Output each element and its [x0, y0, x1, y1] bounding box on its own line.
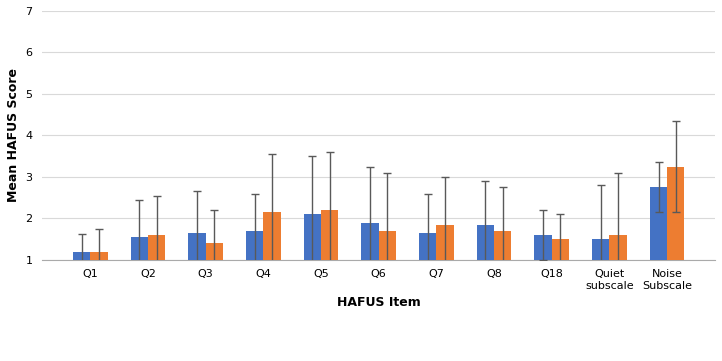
Bar	[436, 225, 453, 260]
Y-axis label: Mean HAFUS Score: Mean HAFUS Score	[7, 69, 20, 203]
Bar	[609, 235, 627, 260]
Bar	[650, 187, 667, 260]
Bar	[206, 243, 223, 260]
Bar	[90, 252, 108, 260]
Bar	[362, 223, 379, 260]
Bar	[246, 231, 264, 260]
Bar	[494, 231, 511, 260]
Bar	[321, 210, 339, 260]
Bar	[188, 233, 206, 260]
Bar	[379, 231, 396, 260]
Bar	[304, 214, 321, 260]
Bar	[592, 239, 609, 260]
Bar	[534, 235, 552, 260]
Bar	[264, 212, 281, 260]
Bar	[477, 225, 494, 260]
Bar	[131, 237, 148, 260]
Bar	[552, 239, 569, 260]
Bar	[667, 166, 684, 260]
X-axis label: HAFUS Item: HAFUS Item	[337, 296, 421, 309]
Bar	[73, 252, 90, 260]
Bar	[148, 235, 165, 260]
Bar	[419, 233, 436, 260]
